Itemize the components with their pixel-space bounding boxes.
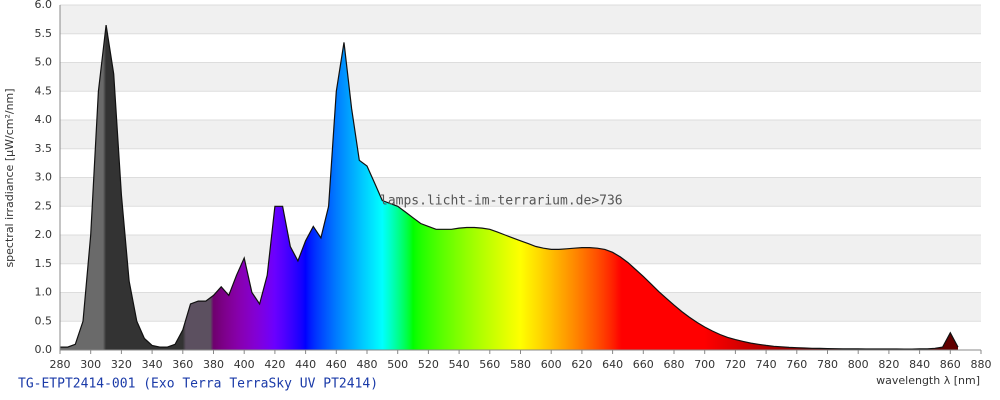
x-tick-label: 360 <box>172 358 193 371</box>
x-tick-label: 700 <box>694 358 715 371</box>
y-tick-label: 4.5 <box>35 84 53 97</box>
x-tick-label: 280 <box>50 358 71 371</box>
y-tick-label: 3.5 <box>35 142 53 155</box>
x-tick-label: 380 <box>203 358 224 371</box>
x-tick-label: 420 <box>264 358 285 371</box>
x-tick-label: 860 <box>940 358 961 371</box>
watermark: lamps.licht-im-terrarium.de>736 <box>380 194 623 209</box>
x-tick-label: 300 <box>80 358 101 371</box>
x-axis-label: wavelength λ [nm] <box>876 374 980 387</box>
x-tick-label: 660 <box>633 358 654 371</box>
x-tick-label: 340 <box>142 358 163 371</box>
chart-title: TG-ETPT2414-001 (Exo Terra TerraSky UV P… <box>18 377 378 392</box>
x-tick-label: 480 <box>357 358 378 371</box>
y-tick-label: 1.0 <box>35 286 53 299</box>
x-tick-label: 720 <box>725 358 746 371</box>
y-tick-label: 0.5 <box>35 314 53 327</box>
x-tick-label: 400 <box>234 358 255 371</box>
x-tick-label: 600 <box>541 358 562 371</box>
x-tick-label: 520 <box>418 358 439 371</box>
grid-band <box>60 120 981 149</box>
x-tick-label: 760 <box>786 358 807 371</box>
x-tick-label: 460 <box>326 358 347 371</box>
grid-band <box>60 177 981 207</box>
x-tick-label: 580 <box>510 358 531 371</box>
x-tick-label: 320 <box>111 358 132 371</box>
x-tick-label: 620 <box>571 358 592 371</box>
x-tick-label: 500 <box>387 358 408 371</box>
x-tick-label: 840 <box>909 358 930 371</box>
y-tick-label: 2.5 <box>35 199 53 212</box>
area <box>60 25 958 350</box>
y-tick-label: 3.0 <box>35 171 53 184</box>
x-tick-label: 640 <box>602 358 623 371</box>
y-tick-label: 6.0 <box>35 0 53 11</box>
grid-band <box>60 62 981 92</box>
y-tick-label: 4.0 <box>35 113 53 126</box>
x-tick-label: 880 <box>971 358 992 371</box>
x-tick-label: 560 <box>479 358 500 371</box>
y-tick-label: 2.0 <box>35 228 53 241</box>
x-tick-label: 820 <box>878 358 899 371</box>
x-tick-label: 740 <box>756 358 777 371</box>
y-tick-label: 0.0 <box>35 343 53 356</box>
grid-band <box>60 5 981 34</box>
y-tick-label: 5.0 <box>35 56 53 69</box>
x-tick-label: 680 <box>664 358 685 371</box>
y-axis-label: spectral irradiance [µW/cm²/nm] <box>3 88 16 267</box>
x-tick-label: 540 <box>449 358 470 371</box>
y-tick-label: 1.5 <box>35 257 53 270</box>
line <box>60 25 959 350</box>
x-tick-label: 780 <box>817 358 838 371</box>
x-tick-label: 800 <box>848 358 869 371</box>
x-tick-label: 440 <box>295 358 316 371</box>
y-tick-label: 5.5 <box>35 27 53 40</box>
